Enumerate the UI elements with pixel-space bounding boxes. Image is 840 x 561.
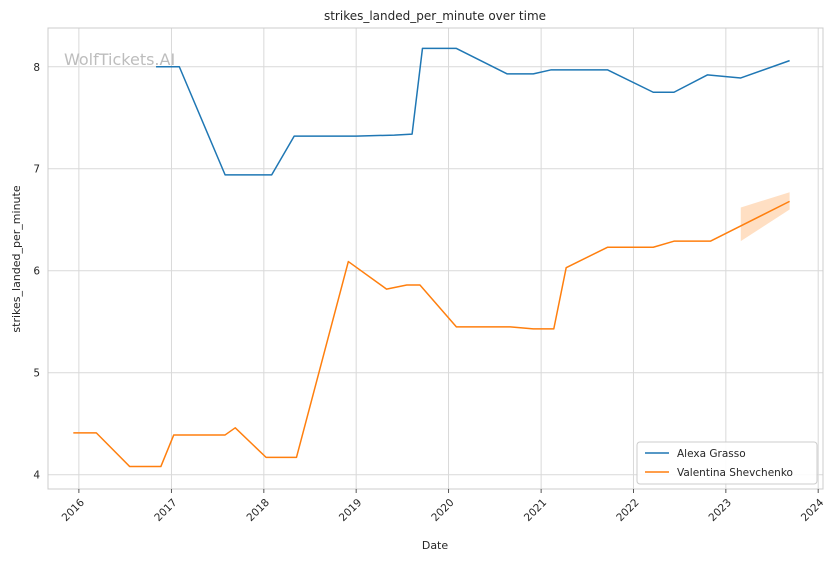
grid (48, 28, 823, 489)
series-line-1 (73, 200, 790, 468)
x-axis-ticks: 2016 2017 2018 2019 2020 2021 2022 2023 2024 (60, 489, 827, 524)
legend: Alexa Grasso Valentina Shevchenko (636, 441, 818, 485)
series-lines (73, 47, 790, 468)
x-tick-label: 2018 (245, 497, 272, 524)
x-tick-label: 2023 (707, 497, 734, 524)
x-tick-label: 2021 (522, 497, 549, 524)
y-axis-label: strikes_landed_per_minute (10, 185, 23, 332)
x-tick-label: 2016 (60, 496, 88, 524)
x-tick-label: 2022 (614, 497, 641, 524)
x-axis-label: Date (422, 539, 449, 552)
x-tick-label: 2019 (337, 497, 364, 524)
y-tick-label: 4 (33, 470, 40, 482)
chart-title: strikes_landed_per_minute over time (324, 9, 546, 23)
legend-box (636, 441, 818, 485)
y-tick-label: 8 (33, 62, 40, 74)
x-tick-label: 2020 (429, 497, 456, 524)
y-tick-label: 7 (33, 164, 40, 176)
plot-frame (47, 27, 824, 490)
y-axis-ticks: 4 5 6 7 8 (33, 62, 40, 482)
x-tick-label: 2024 (799, 496, 827, 524)
series-line-0 (156, 47, 790, 176)
legend-label: Alexa Grasso (677, 448, 746, 460)
legend-label: Valentina Shevchenko (677, 467, 793, 479)
confidence-bands (740, 192, 790, 242)
y-tick-label: 5 (33, 368, 40, 380)
watermark: WolfTickets.AI (64, 50, 175, 69)
confidence-band-1 (740, 192, 790, 242)
x-tick-label: 2017 (152, 497, 179, 524)
y-tick-label: 6 (33, 266, 40, 278)
